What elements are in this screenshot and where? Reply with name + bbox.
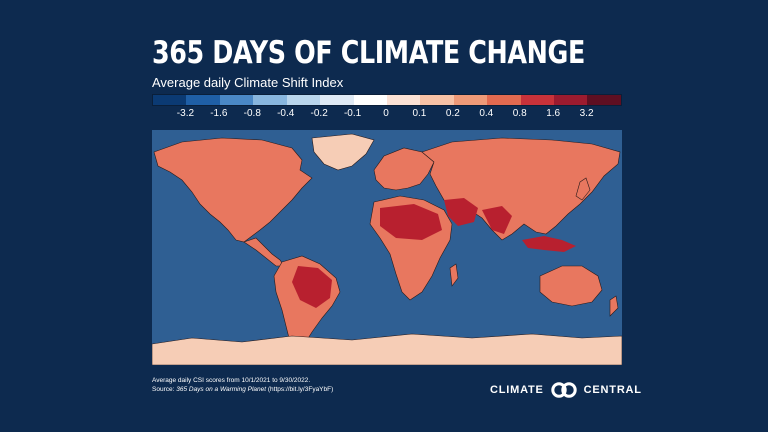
hot-middle-east <box>444 198 478 226</box>
color-scale-tick-label: -0.4 <box>277 108 295 119</box>
color-swatch <box>587 95 621 105</box>
land-north-america <box>153 137 313 243</box>
color-swatch <box>520 95 555 105</box>
land-japan <box>575 177 591 201</box>
land-madagascar <box>449 263 459 287</box>
source-link[interactable]: (https://bit.ly/3FyaYbF) <box>266 385 334 393</box>
logo-word-right: CENTRAL <box>583 384 642 396</box>
color-swatch <box>554 95 588 105</box>
color-scale-tick-label: -0.8 <box>243 108 261 119</box>
world-map <box>152 130 622 365</box>
land-europe <box>373 147 435 191</box>
hot-south-asia <box>482 206 512 234</box>
color-swatch <box>153 95 187 105</box>
color-scale-tick-label: 0.4 <box>479 108 494 119</box>
land-greenland <box>311 133 375 171</box>
color-swatch <box>219 95 254 105</box>
footnote-source: Source: 365 Days on a Warming Planet (ht… <box>152 385 334 393</box>
color-swatch <box>186 95 220 105</box>
color-swatch <box>386 95 421 105</box>
color-swatch <box>253 95 287 105</box>
color-swatch <box>320 95 354 105</box>
page-title: 365 DAYS OF CLIMATE CHANGE <box>152 35 585 71</box>
color-scale-tick-label: 1.6 <box>546 108 561 119</box>
logo-word-left: CLIMATE <box>490 384 544 396</box>
color-swatch <box>353 95 387 105</box>
land-new-zealand <box>609 295 619 317</box>
color-scale-tick-label: 0.1 <box>412 108 427 119</box>
footnote: Average daily CSI scores from 10/1/2021 … <box>152 377 333 395</box>
color-scale-tick-label: -1.6 <box>210 108 228 119</box>
color-scale-tick-label: 0.8 <box>512 108 527 119</box>
color-swatch <box>453 95 488 105</box>
world-map-svg <box>152 130 622 365</box>
land-indonesia <box>522 236 576 252</box>
color-swatch <box>286 95 321 105</box>
color-scale-tick-label: 0.2 <box>445 108 460 119</box>
color-scale-tick-label: -0.1 <box>343 108 362 119</box>
color-scale-tick-label: 3.2 <box>579 108 594 119</box>
color-scale-ticks: -3.2 -1.6 -0.8 -0.4 -0.2 -0.1 0 0.1 0.2 0.4 0.8 1.6… <box>152 108 620 122</box>
hot-amazon <box>292 266 332 308</box>
source-title: 365 Days on a Warming Planet <box>176 385 267 393</box>
color-scale-tick-label: -0.2 <box>310 108 328 119</box>
color-scale-tick-label: -3.2 <box>176 108 195 119</box>
land-antarctica <box>152 333 622 365</box>
land-australia <box>539 265 603 307</box>
linked-rings-icon <box>550 382 577 398</box>
color-scale-tick-label: 0 <box>383 108 389 119</box>
hot-sahara <box>380 204 442 240</box>
footnote-date-range: Average daily CSI scores from 10/1/2021 … <box>152 377 311 384</box>
color-scale-bar <box>152 94 622 106</box>
color-swatch <box>420 95 454 105</box>
color-swatch <box>487 95 521 105</box>
climate-central-logo: CLIMATE CENTRAL <box>490 381 642 399</box>
map-subtitle: Average daily Climate Shift Index <box>152 75 344 90</box>
